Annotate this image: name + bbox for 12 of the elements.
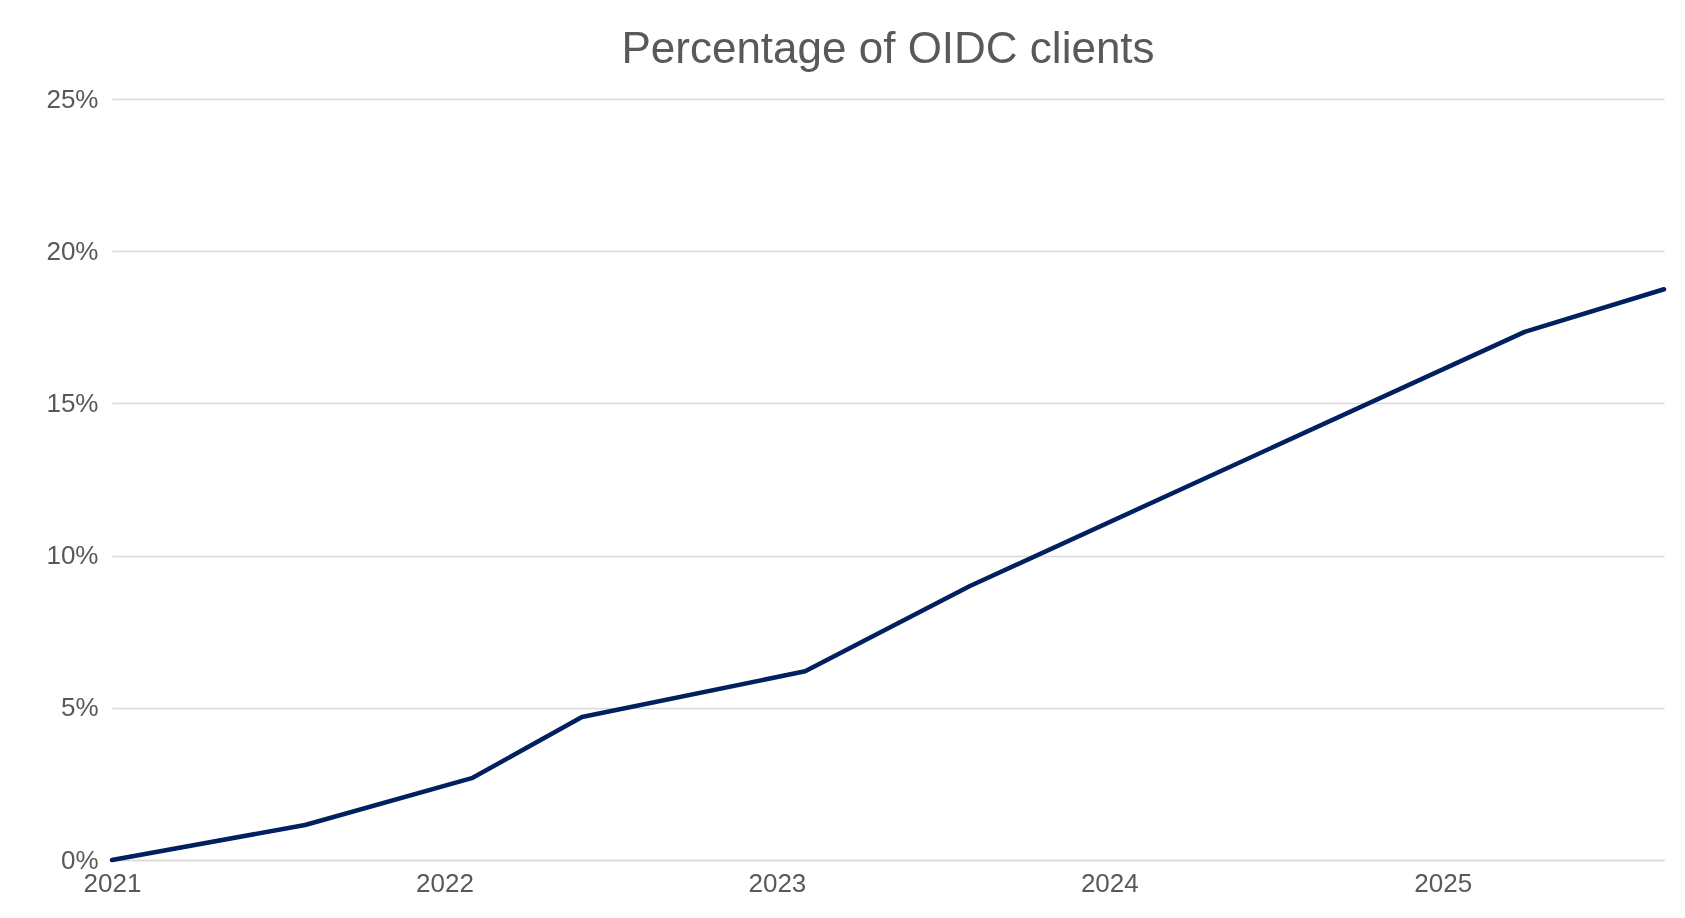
x-tick-label: 2023: [748, 867, 807, 898]
y-tick-label: 0%: [60, 844, 99, 875]
x-tick-label: 2025: [1414, 867, 1473, 898]
x-tick-label: 2024: [1080, 867, 1139, 898]
y-tick-label: 5%: [60, 692, 99, 723]
y-tick-label: 10%: [46, 540, 99, 571]
y-tick-label: 20%: [46, 235, 99, 266]
y-tick-label: 15%: [46, 387, 99, 418]
x-tick-label: 2022: [416, 867, 474, 898]
y-tick-label: 25%: [46, 83, 99, 114]
line-series: [109, 287, 1667, 863]
chart-title: Percentage of OIDC clients: [621, 23, 1155, 72]
